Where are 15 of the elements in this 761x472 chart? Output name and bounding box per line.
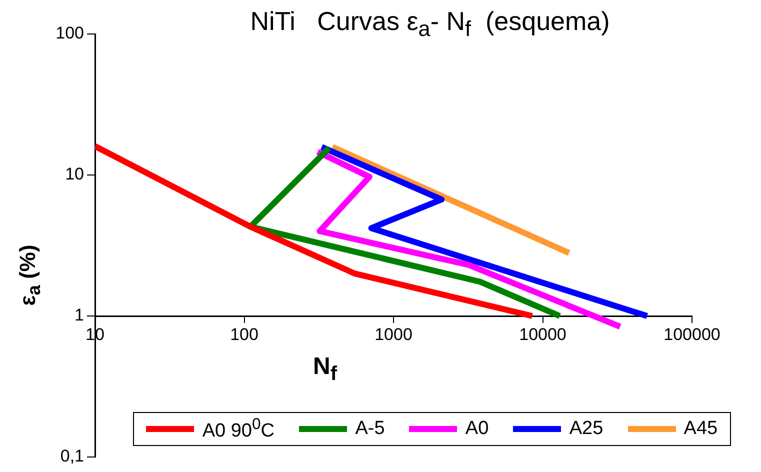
x-tick-label: 100000 <box>664 324 720 344</box>
x-axis-title: N$_{f}$ <box>312 353 338 386</box>
y-tick-label: 10 <box>65 164 84 184</box>
legend-label: A25 <box>569 418 604 440</box>
legend-label: A0 <box>465 418 489 440</box>
y-tick-label: 1 <box>74 306 84 325</box>
chart-title: NiTi Curvas ε$_{a}$- N$_{f}$ (esquema) <box>249 6 611 42</box>
legend-label: A0 90$^{0}$C <box>202 416 275 442</box>
legend-label: A45 <box>684 418 718 440</box>
y-tick-label: 100 <box>56 24 84 43</box>
x-tick-label: 10000 <box>519 324 566 344</box>
y-tick-label: 0,1 <box>60 446 84 466</box>
legend-label: A-5 <box>355 418 385 440</box>
x-tick-label: 1000 <box>374 324 412 344</box>
x-tick-label: 100 <box>230 324 258 344</box>
